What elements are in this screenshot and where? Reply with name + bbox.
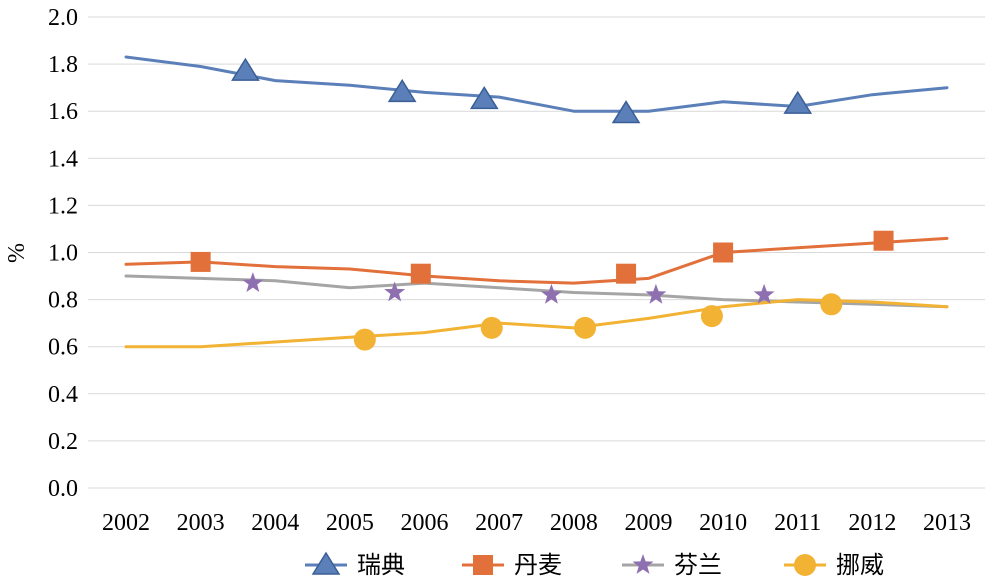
data-marker <box>873 230 894 251</box>
x-tick-label: 2009 <box>624 510 672 536</box>
series-line-2 <box>124 236 949 285</box>
x-axis-ticks: 2002 2003 2004 2005 2006 2007 2008 2009 2010 2011… <box>102 510 971 536</box>
data-marker <box>645 283 667 304</box>
data-marker <box>574 316 597 339</box>
x-tick-label: 2012 <box>848 510 896 536</box>
x-tick-label: 2011 <box>774 510 821 536</box>
y-tick-label: 0.6 <box>48 335 78 361</box>
y-tick-label: 1.4 <box>48 146 78 172</box>
x-tick-label: 2002 <box>102 510 150 536</box>
data-marker <box>713 242 734 263</box>
y-tick-label: 1.2 <box>48 193 78 219</box>
x-tick-label: 2003 <box>177 510 225 536</box>
series-line-4 <box>124 298 949 349</box>
data-marker <box>611 100 641 124</box>
series-markers <box>190 57 894 351</box>
data-marker <box>384 281 406 302</box>
data-marker <box>480 316 503 339</box>
x-tick-label: 2005 <box>326 510 374 536</box>
data-marker <box>231 57 260 81</box>
data-marker <box>820 293 843 316</box>
data-marker <box>410 263 431 284</box>
y-tick-label: 0.4 <box>48 382 78 408</box>
data-marker <box>700 305 723 328</box>
y-tick-label: 1.8 <box>48 52 78 78</box>
x-tick-label: 2008 <box>550 510 598 536</box>
data-marker <box>469 86 499 110</box>
legend-label: 瑞典 <box>357 551 405 579</box>
data-marker <box>616 263 637 284</box>
legend-marker <box>794 554 816 576</box>
x-tick-label: 2007 <box>475 510 523 536</box>
data-marker <box>387 78 417 103</box>
data-marker <box>242 272 264 292</box>
x-tick-label: 2013 <box>923 510 971 536</box>
legend-marker <box>473 555 493 575</box>
legend-label: 丹麦 <box>514 551 562 579</box>
data-marker <box>753 283 775 304</box>
series-lines <box>124 55 949 349</box>
x-tick-label: 2004 <box>251 510 299 536</box>
legend-label: 芬兰 <box>674 551 722 579</box>
y-tick-label: 0.8 <box>48 288 78 314</box>
x-tick-label: 2006 <box>401 510 449 536</box>
data-marker <box>190 251 211 272</box>
gridlines <box>88 16 985 489</box>
legend-label: 挪威 <box>836 551 884 579</box>
y-tick-label: 1.6 <box>48 99 78 125</box>
x-tick-label: 2010 <box>699 510 747 536</box>
legend-marker <box>632 554 654 574</box>
y-axis-label: % <box>4 243 30 263</box>
data-marker <box>353 328 376 351</box>
data-marker <box>783 90 813 114</box>
series-line-3 <box>124 274 949 309</box>
y-tick-label: 0.0 <box>48 476 78 502</box>
legend: 瑞典 丹麦 芬兰 挪威 <box>305 551 884 579</box>
series-line-1 <box>124 55 949 113</box>
legend-marker <box>311 551 341 575</box>
y-tick-label: 1.0 <box>48 241 78 267</box>
y-tick-label: 0.2 <box>48 429 78 455</box>
y-axis-ticks: 0.0 0.2 0.4 0.6 0.8 1.0 1.2 1.4 1.6 1.8 2.0 <box>48 5 78 502</box>
y-tick-label: 2.0 <box>48 5 78 31</box>
data-marker <box>541 283 562 304</box>
